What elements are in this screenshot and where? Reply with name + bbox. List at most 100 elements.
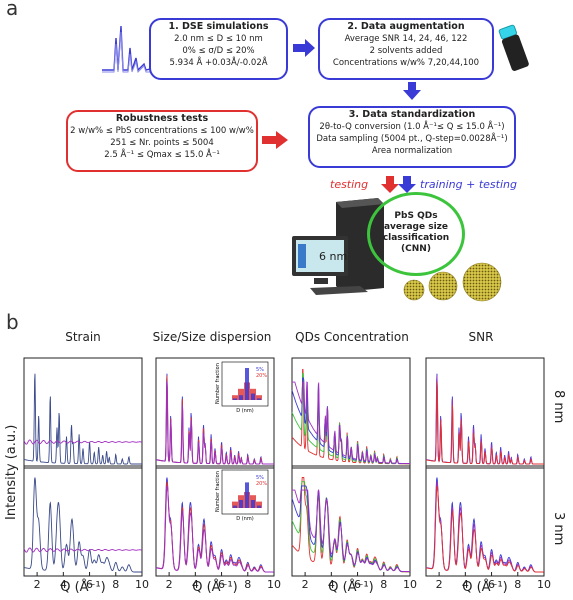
cnn-classification-ellipse: PbS QDs average size classification (CNN… (367, 192, 465, 276)
column-title-concentration: QDs Concentration (295, 330, 409, 344)
dse-pattern-thumbnail (102, 25, 169, 74)
x-tick-label-c3-10: 10 (403, 578, 417, 591)
dse-line-3: 5.934 Å +0.03Å/-0.02Å (169, 58, 268, 68)
standard-title: 3. Data standardization (348, 109, 476, 120)
pattern-trace-r2-c3-s3 (291, 485, 410, 573)
x-tick-label-c4-4: 4 (462, 578, 469, 591)
plot-frame-r1-c1 (23, 357, 143, 469)
arrow-training (398, 176, 416, 193)
pattern-trace-r1-c3-s2 (291, 373, 410, 465)
panel-a-letter: a (6, 0, 19, 20)
dse-line-1: 2.0 nm ≤ D ≤ 10 nm (174, 34, 263, 44)
x-axis-label-1: Q (Å⁻¹) (60, 580, 106, 595)
inset-bar-blue-r2-0 (233, 505, 237, 508)
inset-ylabel-r2: Number fraction (215, 471, 221, 512)
data-augmentation-box: 2. Data augmentation Average SNR 14, 24,… (318, 18, 494, 80)
small-qd-sphere (403, 279, 425, 301)
standard-line-3: Area normalization (371, 146, 453, 156)
pattern-trace-r1-c2-s3 (155, 381, 274, 465)
panel-b-letter: b (6, 310, 19, 334)
data-standardization-box: 3. Data standardization 2θ-to-Q conversi… (308, 106, 516, 168)
robust-line-2: 251 ≤ Nr. points ≤ 5004 (110, 138, 214, 148)
cnn-line-1: PbS QDs (394, 211, 438, 221)
x-tick-label-c4-8: 8 (514, 578, 521, 591)
x-axis-label-4: Q (Å⁻¹) (462, 580, 508, 595)
inset-bar-blue-r2-2 (245, 482, 249, 508)
x-tick-label-c4-6: 6 (488, 578, 495, 591)
pattern-trace-r2-c4-s3 (425, 485, 544, 573)
arrow-robust-to-standard (262, 131, 288, 149)
augment-line-2: 2 solvents added (369, 46, 443, 56)
robustness-tests-box: Robustness tests 2 w/w% ≤ PbS concentrat… (66, 110, 258, 172)
inset-bar-red-r2-4 (256, 501, 262, 508)
computer-illustration (292, 198, 384, 295)
large-qd-sphere (462, 262, 502, 302)
cnn-line-2: average size (383, 222, 449, 232)
vial-icon (498, 24, 529, 71)
x-tick-label-c3-2: 2 (302, 578, 309, 591)
dse-simulations-box: 1. DSE simulations 2.0 nm ≤ D ≤ 10 nm 0%… (149, 18, 288, 80)
x-tick-label-c4-2: 2 (436, 578, 443, 591)
inset-bar-blue-r1-3 (251, 393, 255, 400)
plot-frame-r2-c4 (425, 465, 545, 577)
column-title-strain: Strain (65, 330, 101, 344)
x-tick-label-c1-2: 2 (34, 578, 41, 591)
dse-line-2: 0% ≤ σ/D ≤ 20% (182, 46, 255, 56)
dse-title: 1. DSE simulations (168, 21, 269, 32)
inset-legend-5-r1: 5% (256, 367, 264, 373)
robust-line-3: 2.5 Å⁻¹ ≤ Qmax ≤ 15.0 Å⁻¹ (104, 150, 220, 160)
inset-legend-5-r2: 5% (256, 475, 264, 481)
x-tick-label-c4-10: 10 (537, 578, 551, 591)
robust-line-1: 2 w/w% ≤ PbS concentrations ≤ 100 w/w% (70, 126, 254, 136)
x-tick-label-c3-8: 8 (380, 578, 387, 591)
pattern-trace-r2-c1-s1 (23, 477, 142, 573)
pattern-trace-r2-c3-s4 (292, 489, 410, 573)
arrow-dse-to-augment (293, 39, 315, 57)
inset-bar-red-r1-1 (238, 388, 244, 400)
standard-line-2: Data sampling (5004 pt., Q-step=0.0028Å⁻… (316, 134, 508, 144)
inset-bar-red-r1-4 (256, 395, 262, 400)
x-tick-label-c1-4: 4 (60, 578, 67, 591)
column-title-size: Size/Size dispersion (152, 330, 272, 344)
arrow-testing (381, 176, 399, 193)
x-tick-label-c1-10: 10 (135, 578, 149, 591)
pattern-trace-r2-c1-s2 (23, 547, 143, 553)
testing-label: testing (330, 178, 369, 191)
plot-frame-r2-c1 (23, 465, 143, 577)
pattern-trace-r1-c4-s2 (425, 375, 544, 465)
pattern-trace-r1-c1-s1 (23, 373, 142, 465)
plot-frame-r1-c4 (425, 357, 545, 469)
inset-xlabel-r1: D (nm) (236, 408, 253, 414)
x-tick-label-c3-6: 6 (354, 578, 361, 591)
plot-frame-r2-c2 (155, 465, 275, 577)
augment-line-1: Average SNR 14, 24, 46, 122 (344, 34, 468, 44)
keyboard-icon (310, 286, 368, 295)
inset-xlabel-r2: D (nm) (236, 516, 253, 522)
inset-legend-20-r1: 20% (256, 373, 267, 379)
medium-qd-sphere (428, 271, 458, 301)
pattern-trace-r1-c4-s3 (425, 381, 544, 465)
plot-frame-r1-c2 (155, 357, 275, 469)
monitor-icon (292, 236, 348, 284)
pattern-trace-r2-c2-s3 (155, 485, 274, 573)
monitor-label: 6 nm (319, 250, 348, 263)
x-tick-label-c2-8: 8 (244, 578, 251, 591)
x-tick-label-c2-6: 6 (218, 578, 225, 591)
pattern-trace-r1-c3-s4 (292, 381, 410, 465)
cnn-line-4: (CNN) (401, 244, 431, 254)
inset-bar-blue-r2-4 (257, 505, 261, 508)
x-tick-label-c1-6: 6 (86, 578, 93, 591)
inset-bar-blue-r1-2 (245, 368, 249, 400)
inset-ylabel-r1: Number fraction (215, 363, 221, 404)
training-testing-label: training + testing (420, 178, 517, 191)
x-tick-label-c2-2: 2 (166, 578, 173, 591)
inset-bar-red-r2-0 (232, 501, 238, 508)
inset-bar-blue-r1-1 (239, 395, 243, 400)
x-tick-label-c3-4: 4 (328, 578, 335, 591)
pattern-trace-r1-c1-s2 (23, 439, 143, 445)
arrow-augment-to-standard (403, 82, 421, 100)
inset-bar-blue-r1-0 (233, 398, 237, 400)
inset-bar-red-r1-0 (232, 395, 238, 400)
inset-bar-blue-r1-4 (257, 398, 261, 400)
